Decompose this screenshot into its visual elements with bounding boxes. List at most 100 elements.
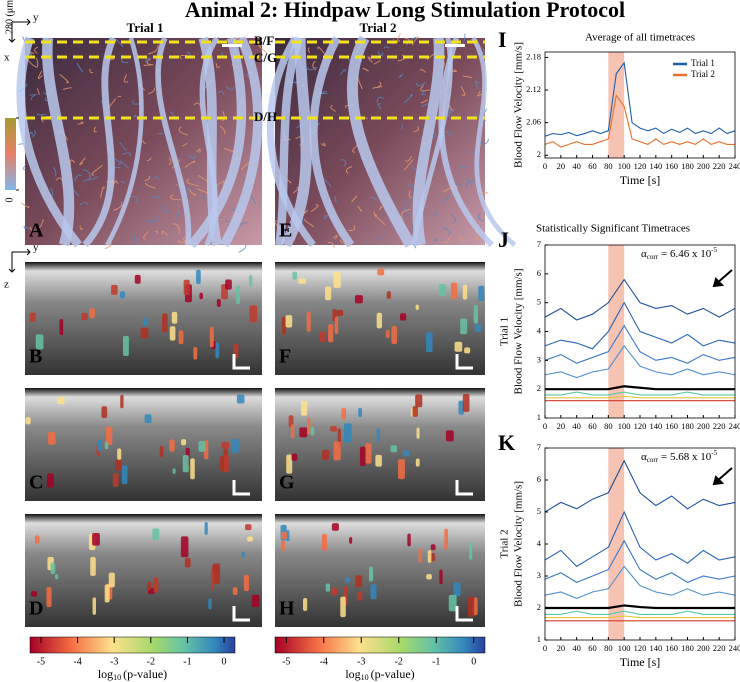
capillary xyxy=(226,86,235,91)
vessel-segment xyxy=(415,394,423,408)
vessel-segment xyxy=(281,540,286,551)
capillary xyxy=(187,188,196,196)
vessel xyxy=(220,36,263,248)
capillary xyxy=(348,225,356,232)
row-label: Trial 2 xyxy=(499,529,511,558)
capillary xyxy=(113,201,123,211)
vessel-segment xyxy=(46,587,52,608)
capillary xyxy=(372,86,383,90)
vessel-segment xyxy=(322,449,330,461)
colorbar-tick-label: -2 xyxy=(147,656,155,667)
vessel-segment xyxy=(48,432,56,445)
vessel-segment xyxy=(340,596,346,618)
vessel-segment xyxy=(178,330,184,345)
figure-title: Animal 2: Hindpaw Long Stimulation Proto… xyxy=(185,0,625,22)
vessel-segment xyxy=(377,268,385,276)
vessel-segment xyxy=(223,454,229,473)
capillary xyxy=(100,186,105,198)
x-tick-label: 180 xyxy=(681,421,694,431)
vessel-segment xyxy=(462,284,468,300)
vessel-segment xyxy=(244,524,252,531)
panel-letter: G xyxy=(279,472,295,494)
capillary xyxy=(202,194,207,201)
capillary xyxy=(146,58,152,66)
vessel-segment xyxy=(286,454,293,474)
plot-frame xyxy=(544,447,736,641)
capillary xyxy=(21,202,30,208)
capillary xyxy=(472,237,479,241)
capillary xyxy=(93,126,97,133)
series-line xyxy=(544,61,736,137)
vessel-segment xyxy=(345,577,351,583)
vessel-segment xyxy=(221,442,230,449)
vessel-segment xyxy=(464,347,471,354)
capillary xyxy=(462,75,472,79)
capillary xyxy=(376,96,384,103)
capillary xyxy=(405,155,413,162)
series-line xyxy=(544,459,736,513)
capillary xyxy=(130,195,138,204)
x-tick-label: 0 xyxy=(543,643,547,653)
capillary xyxy=(217,90,225,95)
vessel-segment xyxy=(184,557,191,568)
series-line xyxy=(544,510,736,568)
capillary xyxy=(155,230,159,234)
x-tick-label: 220 xyxy=(713,421,726,431)
capillary xyxy=(178,126,188,136)
vessel-segment xyxy=(439,569,443,585)
capillary xyxy=(420,85,430,92)
x-tick-label: 160 xyxy=(665,161,678,171)
series-line xyxy=(545,604,735,610)
x-tick-label: 180 xyxy=(681,643,694,653)
vessel-segment xyxy=(29,312,36,322)
x-tick-label: 40 xyxy=(572,421,581,431)
vessel-segment xyxy=(247,536,253,542)
capillary xyxy=(41,114,43,117)
vessel-segment xyxy=(454,341,463,352)
vessel-segment xyxy=(181,439,187,446)
series-line xyxy=(545,385,735,391)
vessel-segment xyxy=(450,282,458,299)
capillary xyxy=(421,89,427,96)
vessel-segment xyxy=(153,577,159,593)
scale-bar xyxy=(232,606,250,622)
vessel-segment xyxy=(144,414,152,423)
text-part: 10 xyxy=(113,673,121,682)
y-tick-label: 5 xyxy=(537,297,541,307)
x-tick-label: 200 xyxy=(697,161,710,171)
capillary xyxy=(214,180,225,188)
capillary xyxy=(161,205,170,213)
vessel-segment xyxy=(386,291,391,299)
capillary xyxy=(411,35,419,46)
x-tick-label: 100 xyxy=(618,161,631,171)
text-part: -5 xyxy=(711,449,717,457)
colorbar-tick-label: -2 xyxy=(395,656,403,667)
scale-bar xyxy=(232,480,250,496)
capillary xyxy=(367,56,373,64)
capillary xyxy=(34,46,39,54)
vessel xyxy=(16,36,82,248)
panel-letter: F xyxy=(279,346,291,368)
capillary xyxy=(479,138,490,145)
vessel-segment xyxy=(426,574,432,580)
capillary xyxy=(88,175,99,181)
vessel xyxy=(42,37,75,247)
series-line xyxy=(545,610,735,615)
legend-label: Trial 2 xyxy=(691,69,715,79)
capillary xyxy=(478,212,485,222)
vessel-segment xyxy=(445,430,454,442)
vessel-segment xyxy=(249,305,258,323)
y-tick-label: 2.12 xyxy=(526,84,541,94)
x-tick-label: 80 xyxy=(604,421,613,431)
vessel-segment xyxy=(331,523,339,531)
x-tick-label: 0 xyxy=(543,421,547,431)
capillary xyxy=(465,179,476,188)
vessel-segment xyxy=(108,572,115,588)
capillary xyxy=(377,50,384,56)
capillary xyxy=(116,39,124,48)
vessel-segment xyxy=(427,550,432,563)
capillary xyxy=(307,47,311,54)
capillary xyxy=(310,204,319,213)
y-tick-label: 6 xyxy=(537,474,541,484)
series-line xyxy=(544,539,736,584)
